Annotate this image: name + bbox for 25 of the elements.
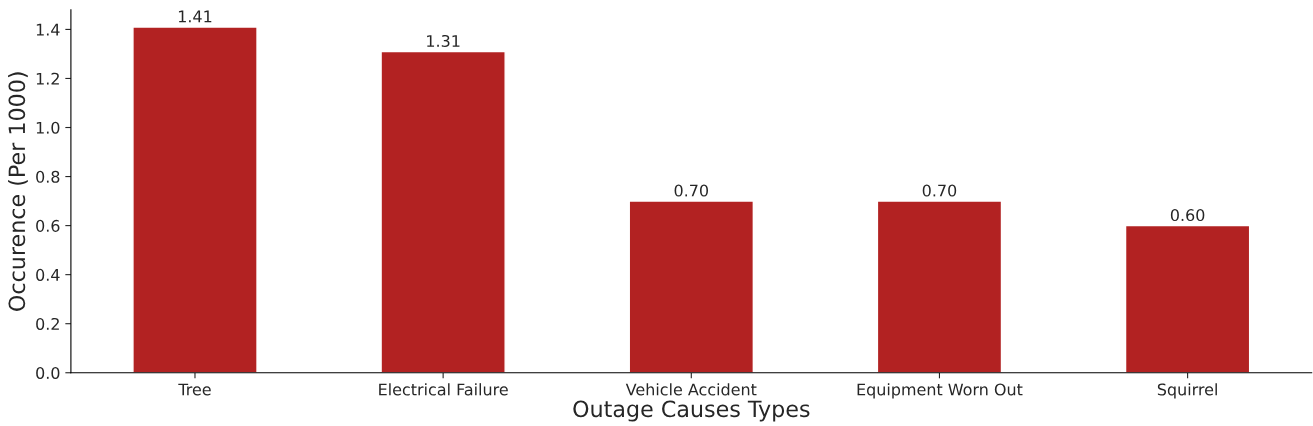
y-tick-label: 0.2 xyxy=(36,317,59,330)
bar xyxy=(132,26,258,373)
x-tick-label: Electrical Failure xyxy=(379,383,508,396)
y-tick-label: 0.4 xyxy=(36,268,60,281)
x-tick-label: Vehicle Accident xyxy=(625,383,757,396)
data-label: 1.41 xyxy=(178,10,212,23)
x-tick-label: Squirrel xyxy=(1157,383,1217,399)
y-tick-label: 0.6 xyxy=(36,219,60,232)
y-tick-label: 1.4 xyxy=(36,23,60,36)
bar xyxy=(628,200,755,373)
y-tick-label: 1.2 xyxy=(36,72,59,85)
data-label: 1.31 xyxy=(427,34,460,47)
x-tick-label: Tree xyxy=(178,383,211,396)
data-label: 0.70 xyxy=(922,184,957,197)
x-tick-label: Equipment Worn Out xyxy=(857,383,1023,399)
y-tick-label: 1.0 xyxy=(36,121,60,134)
y-tick-label: 0.8 xyxy=(36,170,60,183)
bar xyxy=(876,200,1003,373)
data-label: 0.70 xyxy=(674,184,709,197)
y-axis-title: Occurence (Per 1000) xyxy=(8,72,28,311)
y-tick-label: 0.0 xyxy=(36,366,60,380)
bar xyxy=(380,50,506,373)
bar xyxy=(1124,224,1251,373)
data-label: 0.60 xyxy=(1170,209,1205,222)
x-axis-title: Outage Causes Types xyxy=(573,400,810,422)
